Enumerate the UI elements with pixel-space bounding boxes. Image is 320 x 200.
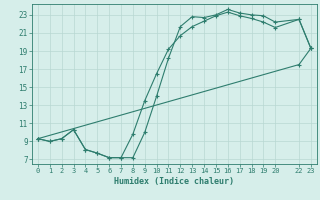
X-axis label: Humidex (Indice chaleur): Humidex (Indice chaleur) xyxy=(115,177,234,186)
